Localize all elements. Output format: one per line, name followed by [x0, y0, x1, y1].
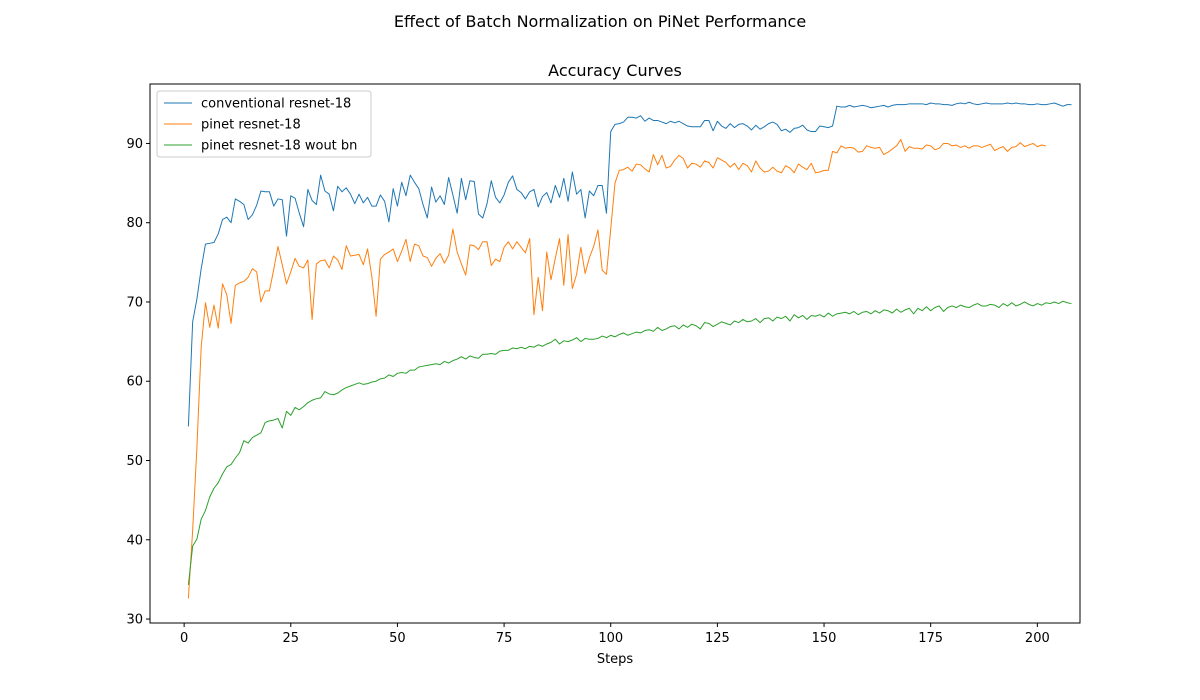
series-line-2 — [187, 300, 1072, 586]
y-tick-label: 40 — [126, 533, 143, 548]
x-tick-label: 25 — [283, 631, 300, 646]
y-tick-label: 30 — [126, 613, 143, 628]
x-tick-label: 125 — [705, 631, 730, 646]
figure-suptitle: Effect of Batch Normalization on PiNet P… — [394, 12, 806, 31]
plot-frame — [149, 83, 1081, 624]
legend-label-1: pinet resnet-18 — [201, 118, 301, 133]
chart-title: Accuracy Curves — [548, 61, 682, 80]
legend-label-2: pinet resnet-18 wout bn — [201, 139, 357, 154]
x-tick-label: 100 — [598, 631, 623, 646]
y-tick-label: 90 — [126, 137, 143, 152]
x-axis: 0 25 50 75 100 125 150 175 200 — [180, 623, 1050, 646]
x-tick-label: 150 — [812, 631, 837, 646]
x-tick-label: 175 — [918, 631, 943, 646]
y-tick-label: 50 — [126, 454, 143, 469]
x-axis-label: Steps — [597, 652, 634, 667]
y-tick-label: 70 — [126, 295, 143, 310]
series-line-1 — [187, 138, 1046, 599]
y-tick-label: 80 — [126, 216, 143, 231]
x-tick-label: 50 — [389, 631, 406, 646]
x-tick-label: 0 — [180, 631, 188, 646]
y-tick-label: 60 — [126, 375, 143, 390]
x-tick-label: 200 — [1025, 631, 1050, 646]
legend: conventional resnet-18 pinet resnet-18 pin… — [156, 90, 372, 158]
series-line-0 — [187, 101, 1072, 427]
x-tick-label: 75 — [496, 631, 513, 646]
series-layer — [187, 101, 1072, 599]
y-axis: 30 40 50 60 70 80 90 — [126, 137, 150, 628]
legend-box — [156, 90, 372, 158]
legend-label-0: conventional resnet-18 — [201, 97, 351, 112]
